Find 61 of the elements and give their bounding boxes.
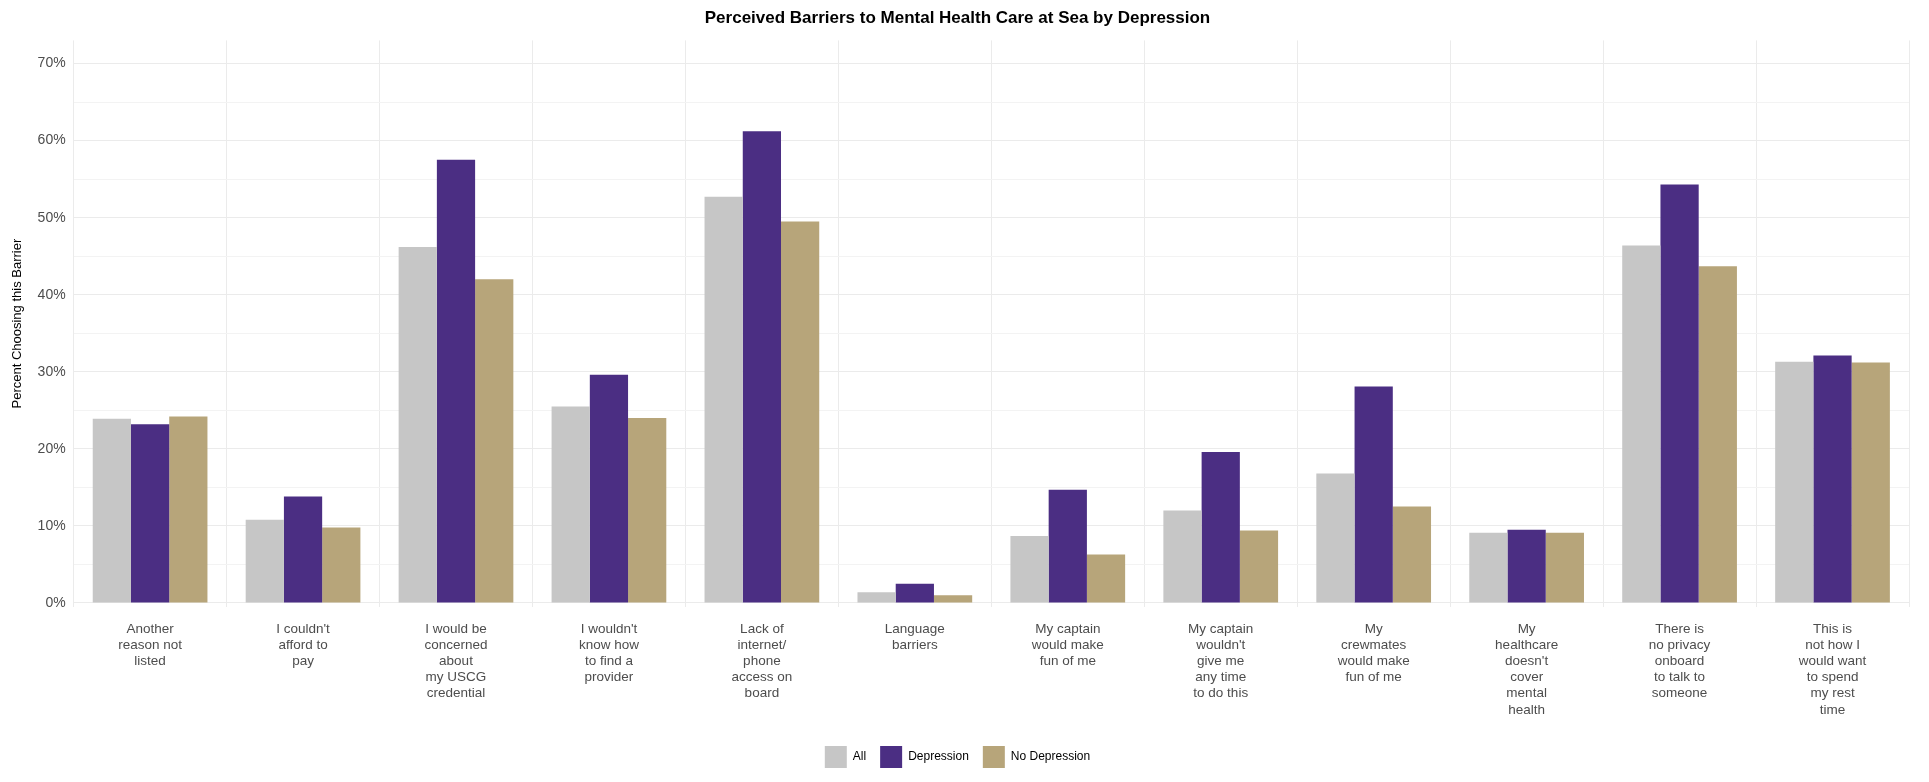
x-tick-label: I would be concerned about my USCG credential xyxy=(424,620,488,701)
y-tick-label: 30% xyxy=(37,362,66,379)
bar xyxy=(1775,361,1814,603)
x-tick-label: My captain would make fun of me xyxy=(1030,620,1104,669)
bar xyxy=(1507,529,1546,603)
x-tick-label: There is no privacy onboard to talk to someone xyxy=(1648,620,1711,701)
bar xyxy=(1239,530,1279,603)
bar xyxy=(1851,362,1890,603)
bar xyxy=(436,159,476,603)
bar xyxy=(589,374,629,603)
bar xyxy=(1316,473,1355,603)
y-tick-label: 40% xyxy=(37,285,66,302)
bar xyxy=(475,279,514,603)
bar xyxy=(322,527,361,603)
y-tick-label: 0% xyxy=(45,593,66,610)
bar xyxy=(742,131,782,603)
bar xyxy=(1010,535,1049,603)
y-tick-label: 20% xyxy=(37,439,66,456)
x-tick-label: I couldn't afford to pay xyxy=(276,620,331,669)
bar xyxy=(1354,386,1393,603)
bar xyxy=(1698,266,1737,603)
bar xyxy=(1545,532,1584,603)
bar xyxy=(92,418,131,603)
y-tick-label: 10% xyxy=(37,516,66,533)
bar xyxy=(1163,510,1202,603)
bar xyxy=(628,418,667,603)
bar xyxy=(857,592,896,603)
y-tick-label: 70% xyxy=(37,54,66,71)
bar xyxy=(551,406,590,603)
bar xyxy=(1469,532,1508,603)
x-tick-label: My crewmates would make fun of me xyxy=(1336,620,1410,685)
legend-label: No Depression xyxy=(1010,749,1091,764)
bar xyxy=(245,519,284,603)
bar xyxy=(1392,506,1432,603)
legend-label: Depression xyxy=(908,749,969,764)
x-tick-label: My healthcare doesn't cover mental health xyxy=(1495,620,1559,717)
x-tick-label: Another reason not listed xyxy=(118,620,183,669)
bar xyxy=(1201,451,1240,603)
bar xyxy=(1048,489,1087,603)
x-tick-label: This is not how I would want to spend my rest time xyxy=(1797,620,1867,717)
y-tick-label: 60% xyxy=(37,131,66,148)
chart-title: Perceived Barriers to Mental Health Care at Sea by Depression xyxy=(704,7,1211,27)
bar xyxy=(1622,245,1661,603)
x-tick-label: Lack of internet/ phone access on board xyxy=(731,620,793,701)
bar xyxy=(1086,554,1126,603)
y-axis-title: Percent Choosing this Barrier xyxy=(9,238,25,409)
bar xyxy=(1660,184,1699,603)
bar xyxy=(169,416,208,603)
bar xyxy=(781,221,820,603)
x-tick-label: My captain wouldn't give me any time to do this xyxy=(1188,620,1254,701)
bar xyxy=(130,424,170,603)
bar xyxy=(895,583,934,603)
bar xyxy=(283,496,323,603)
bar xyxy=(933,595,973,603)
bar xyxy=(704,196,743,603)
bar xyxy=(398,246,437,603)
legend-label: All xyxy=(852,749,867,764)
x-tick-label: I wouldn't know how to find a provider xyxy=(578,620,640,685)
x-tick-label: Language barriers xyxy=(884,620,945,652)
bar xyxy=(1813,355,1852,603)
y-tick-label: 50% xyxy=(37,208,66,225)
